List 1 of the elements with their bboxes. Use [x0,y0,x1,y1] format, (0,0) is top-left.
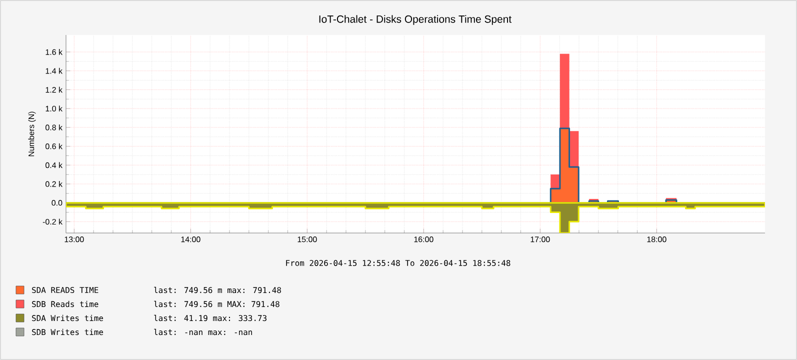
chart-title: IoT-Chalet - Disks Operations Time Spent [319,15,512,25]
